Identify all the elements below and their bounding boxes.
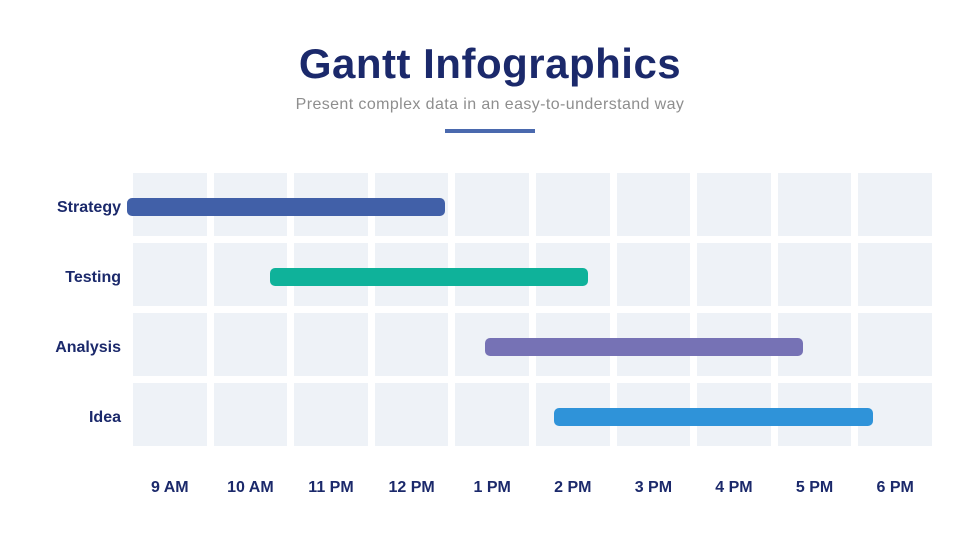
tick-label-6pm: 6 PM [876,479,914,496]
grid-cell [697,243,771,306]
gantt-row-analysis: Analysis [0,313,932,383]
gantt-bar-analysis [484,338,803,356]
grid-cell [133,243,207,306]
grid-cell [858,173,932,236]
page-title: Gantt Infographics [298,40,682,87]
grid-cell [858,243,932,306]
row-label-analysis: Analysis [55,339,121,356]
grid-cell [616,173,691,236]
row-label-strategy: Strategy [56,199,121,216]
grid-cell [616,243,691,306]
gantt-bar-strategy [127,198,446,216]
tick-label-3pm: 3 PM [634,479,673,496]
tick-label-5pm: 5 PM [795,479,834,496]
row-track-strategy [127,173,932,243]
grid-cell [374,313,449,376]
row-track-analysis [133,313,932,383]
grid-cell [374,383,449,446]
gantt-bar-testing [270,268,589,286]
grid-cell [133,313,207,376]
row-label-idea: Idea [88,409,121,426]
grid-cell [133,383,207,446]
grid-cell [455,383,529,446]
x-axis-spacer [0,453,133,497]
slide-header: Gantt Infographics Present complex data … [0,0,980,133]
grid-cell [455,173,529,236]
row-track-idea [133,383,932,453]
gantt-row-idea: Idea [0,383,932,453]
grid-cells-row [133,173,932,236]
page-subtitle: Present complex data in an easy-to-under… [295,96,685,113]
tick-label-11pm: 11 PM [308,479,354,496]
grid-cell [294,383,368,446]
grid-cell [858,313,932,376]
grid-cell [213,383,288,446]
grid-cell [535,173,610,236]
grid-cell [777,173,852,236]
gantt-row-testing: Testing [0,243,932,313]
grid-cell [777,243,852,306]
tick-label-4pm: 4 PM [715,479,753,496]
grid-cells-row [133,243,932,306]
grid-cell [294,313,368,376]
tick-label-1pm: 1 PM [473,479,511,496]
tick-label-12pm: 12 PM [388,479,435,496]
tick-label-2pm: 2 PM [554,479,592,496]
row-track-testing [133,243,932,313]
title-divider [445,129,535,133]
gantt-chart: Strategy Testing Analysis Idea [0,173,932,497]
x-axis-track: 9 AM 10 AM 11 PM 12 PM 1 PM 2 PM 3 PM 4 … [133,453,932,497]
grid-cell [697,173,771,236]
gantt-bar-idea [554,408,873,426]
grid-cell [213,313,288,376]
tick-label-9am: 9 AM [150,479,189,496]
tick-label-10am: 10 AM [227,479,274,496]
row-label-testing: Testing [65,269,121,286]
x-axis: 9 AM 10 AM 11 PM 12 PM 1 PM 2 PM 3 PM 4 … [0,453,932,497]
gantt-row-strategy: Strategy [0,173,932,243]
